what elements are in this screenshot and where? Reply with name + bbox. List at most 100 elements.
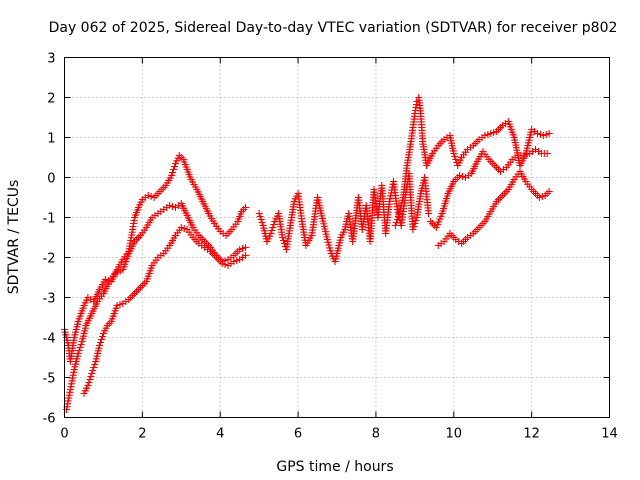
data-point bbox=[523, 151, 531, 158]
data-point bbox=[393, 216, 401, 223]
data-point bbox=[456, 172, 464, 179]
data-point bbox=[166, 202, 174, 209]
data-point bbox=[98, 333, 106, 340]
data-point bbox=[180, 225, 188, 232]
data-point bbox=[490, 129, 498, 136]
y-tick-label: 1 bbox=[47, 132, 55, 147]
data-point bbox=[233, 257, 241, 264]
gridlines bbox=[64, 57, 610, 418]
data-point bbox=[147, 193, 155, 200]
data-point bbox=[481, 132, 489, 139]
x-tick-label: 6 bbox=[294, 427, 302, 442]
data-point bbox=[269, 224, 277, 231]
data-point bbox=[256, 213, 264, 220]
data-point bbox=[536, 131, 544, 138]
data-point bbox=[113, 302, 121, 309]
data-point bbox=[90, 364, 98, 371]
data-point bbox=[394, 213, 402, 220]
y-tick-label: -5 bbox=[43, 372, 56, 387]
data-point bbox=[170, 163, 178, 170]
data-point bbox=[279, 237, 287, 244]
y-tick-label: -2 bbox=[43, 252, 56, 267]
data-point bbox=[85, 379, 93, 386]
data-point bbox=[487, 130, 495, 137]
data-point bbox=[77, 341, 85, 348]
data-point bbox=[169, 169, 177, 176]
data-point bbox=[221, 261, 229, 268]
data-point bbox=[520, 152, 528, 159]
x-axis-label: GPS time / hours bbox=[276, 459, 393, 475]
data-point bbox=[450, 150, 458, 157]
x-tick-label: 12 bbox=[523, 427, 540, 442]
y-tick-label: -6 bbox=[43, 412, 56, 427]
data-point bbox=[239, 245, 247, 252]
data-point bbox=[267, 230, 275, 237]
data-point bbox=[97, 339, 105, 346]
y-tick-label: 3 bbox=[47, 52, 55, 67]
x-tick-label: 0 bbox=[60, 427, 68, 442]
data-point bbox=[89, 367, 97, 374]
data-point bbox=[409, 226, 417, 233]
data-point bbox=[258, 219, 266, 226]
data-point bbox=[412, 217, 420, 224]
data-point bbox=[116, 301, 124, 308]
data-point bbox=[242, 244, 250, 251]
data-point bbox=[270, 221, 278, 228]
y-tick-label: 0 bbox=[47, 172, 55, 187]
data-point bbox=[88, 370, 96, 377]
data-point bbox=[424, 210, 432, 217]
x-tick-label: 4 bbox=[216, 427, 224, 442]
data-point bbox=[169, 203, 177, 210]
plot-frame bbox=[64, 57, 610, 418]
chart-title: Day 062 of 2025, Sidereal Day-to-day VTE… bbox=[49, 20, 618, 36]
data-point bbox=[539, 132, 547, 139]
data-point bbox=[218, 260, 226, 267]
data-point bbox=[84, 382, 92, 389]
data-point bbox=[242, 204, 250, 211]
data-point bbox=[230, 258, 238, 265]
y-tick-label: -4 bbox=[43, 332, 56, 347]
data-point bbox=[255, 210, 263, 217]
data-point bbox=[97, 336, 105, 343]
data-point bbox=[543, 150, 551, 157]
data-point bbox=[451, 153, 459, 160]
data-point bbox=[535, 194, 543, 201]
data-point bbox=[74, 350, 82, 357]
data-point bbox=[545, 188, 553, 195]
x-tick-label: 2 bbox=[138, 427, 146, 442]
data-point bbox=[411, 220, 419, 227]
data-point bbox=[268, 227, 276, 234]
data-point bbox=[236, 246, 244, 253]
y-tick-label: 2 bbox=[47, 92, 55, 107]
data-point bbox=[96, 342, 104, 349]
y-tick-label: -1 bbox=[43, 212, 56, 227]
data-point bbox=[144, 192, 152, 199]
data-point bbox=[101, 276, 109, 283]
data-points bbox=[61, 94, 553, 413]
x-tick-label: 14 bbox=[601, 427, 618, 442]
data-point bbox=[168, 172, 176, 179]
data-point bbox=[410, 223, 418, 230]
y-tick-label: -3 bbox=[43, 292, 56, 307]
data-point bbox=[75, 347, 83, 354]
data-point bbox=[177, 224, 185, 231]
data-point bbox=[538, 193, 546, 200]
y-axis-ticks: -6 -5 -4 -3 -2 -1 0 1 2 3 bbox=[43, 52, 610, 427]
data-point bbox=[257, 216, 265, 223]
y-axis-label: SDTVAR / TECUs bbox=[6, 180, 22, 295]
data-point bbox=[459, 173, 467, 180]
x-tick-label: 8 bbox=[372, 427, 380, 442]
data-point bbox=[242, 252, 250, 259]
data-point bbox=[533, 130, 541, 137]
x-tick-label: 10 bbox=[446, 427, 463, 442]
data-point bbox=[484, 131, 492, 138]
data-point bbox=[542, 131, 550, 138]
data-point bbox=[452, 156, 460, 163]
data-point bbox=[87, 373, 95, 380]
data-point bbox=[76, 344, 84, 351]
data-point bbox=[391, 222, 399, 229]
data-point bbox=[545, 130, 553, 137]
data-point bbox=[86, 376, 94, 383]
data-point bbox=[279, 234, 286, 241]
